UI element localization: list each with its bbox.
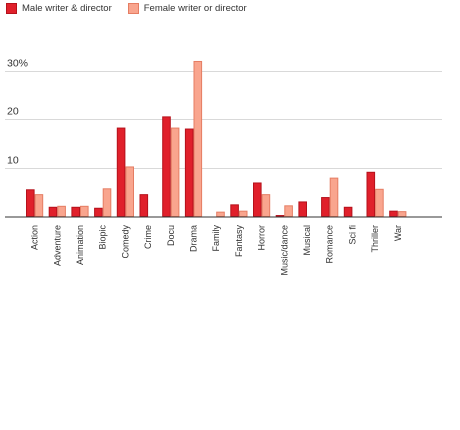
legend-item-female[interactable]: Female writer or director [127,2,247,14]
bar-male [321,197,330,217]
bar-female [125,166,135,217]
x-category-label: Adventure [52,225,62,266]
bar-female [170,127,180,217]
x-category-label: Fantasy [234,225,244,258]
x-category-label: Comedy [120,225,130,259]
x-category-label: Animation [75,225,85,265]
legend-label-male: Male writer & director [22,2,112,14]
bar-male [162,116,171,217]
bar-female [397,211,407,218]
bar-male [184,128,194,217]
legend-label-female: Female writer or director [143,2,247,14]
chart-legend: Male writer & director Female writer or … [6,1,263,15]
bar-male [389,210,398,217]
x-category-label: Drama [189,225,199,252]
bar-male [366,171,376,217]
bar-male [275,215,285,218]
bar-male [298,201,307,218]
y-tick-label: 20 [7,106,19,118]
x-category-label: Crime [143,225,153,249]
x-category-label: Musical [302,225,312,256]
bar-male [139,194,149,217]
x-category-label: Docu [166,225,176,246]
y-tick-label: 10 [7,155,19,167]
bar-female [80,205,89,217]
bar-male [71,206,81,217]
bar-male [94,207,103,217]
x-category-label: Biopic [98,225,108,250]
y-tick-label: 30% [7,58,28,70]
bar-female [375,188,384,218]
bar-female [284,205,293,218]
bar-female [261,194,271,217]
bar-female [193,60,203,218]
bar-male [230,204,239,218]
legend-swatch-female [127,2,139,14]
bar-female [34,194,44,217]
bar-female [57,205,66,217]
bar-female [329,177,339,217]
x-category-label: Sci fi [347,225,357,245]
bar-male [48,206,58,217]
bar-male [116,127,126,217]
x-category-label: Family [211,225,221,252]
bar-female [102,188,112,217]
bar-female [216,211,225,217]
bar-male [26,189,35,217]
legend-item-male[interactable]: Male writer & director [6,2,112,14]
x-category-label: Horror [257,225,267,251]
bar-female [238,210,248,217]
bar-male [343,206,353,217]
x-category-label: War [393,225,403,241]
legend-swatch-male [6,2,17,14]
x-category-label: Music/dance [279,225,289,276]
bar-male [253,182,262,217]
x-category-label: Romance [325,225,335,264]
x-category-label: Action [30,225,40,250]
x-category-label: Thriller [370,225,380,253]
